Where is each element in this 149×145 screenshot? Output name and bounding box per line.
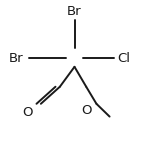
Text: O: O (22, 106, 33, 119)
Text: Br: Br (67, 5, 82, 18)
Text: Br: Br (9, 52, 23, 65)
Text: Cl: Cl (118, 52, 131, 65)
Text: O: O (82, 104, 92, 117)
